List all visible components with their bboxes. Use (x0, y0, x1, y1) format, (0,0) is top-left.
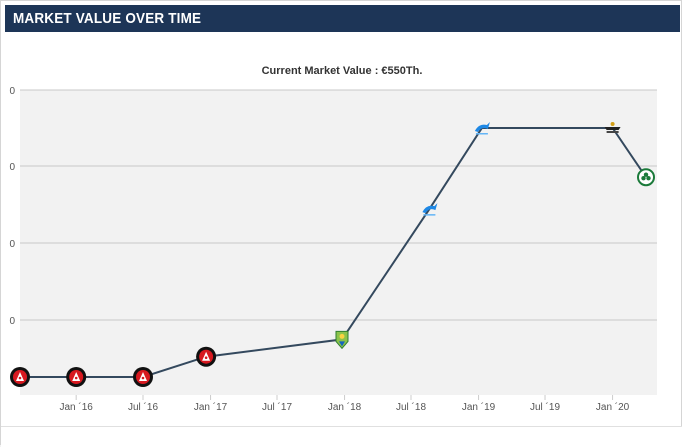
y-tick-label: 0 (9, 162, 15, 173)
panel-footer (1, 426, 682, 447)
red-black-club-crest-icon (196, 346, 217, 367)
green-white-club-crest-icon (637, 168, 655, 187)
red-black-club-crest-icon (10, 367, 30, 387)
x-tick-label: Jul ´19 (530, 401, 560, 413)
x-tick-label: Jan ´19 (462, 401, 496, 413)
x-tick-label: Jan ´20 (596, 401, 630, 413)
blue-club-crest-icon (422, 203, 438, 216)
x-tick-label: Jan ´18 (328, 401, 362, 413)
panel-title: MARKET VALUE OVER TIME (13, 10, 202, 27)
y-tick-label: 0 (9, 86, 15, 97)
chart-subtitle: Current Market Value : €550Th. (261, 65, 423, 77)
green-blue-club-crest-icon (335, 330, 349, 350)
x-tick-label: Jan ´16 (59, 401, 93, 413)
red-black-club-crest-icon (133, 367, 153, 387)
black-gold-club-crest-icon (604, 122, 621, 133)
panel-header: MARKET VALUE OVER TIME (5, 5, 680, 32)
series-line (20, 127, 647, 378)
x-tick-label: Jul ´16 (128, 401, 158, 413)
y-tick-label: 0 (9, 316, 15, 327)
x-tick-label: Jul ´18 (396, 401, 426, 413)
x-tick-label: Jul ´17 (262, 401, 292, 413)
x-tick-label: Jan ´17 (194, 401, 228, 413)
red-black-club-crest-icon (66, 367, 87, 387)
y-tick-label: 0 (9, 239, 15, 250)
blue-club-crest-icon (474, 122, 490, 135)
